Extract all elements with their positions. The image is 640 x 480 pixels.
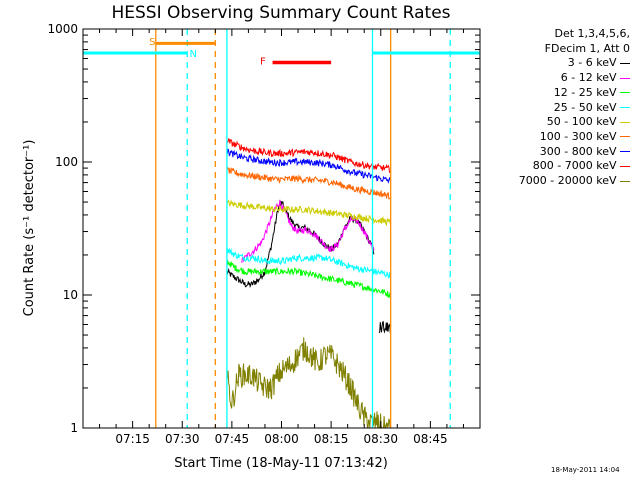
y-tick-label: 10: [63, 288, 78, 302]
interval-label-n: N: [190, 49, 197, 60]
y-tick-label: 1: [70, 421, 78, 435]
x-tick-label: 08:30: [363, 432, 398, 446]
legend-entry-label: 300 - 800 keV: [539, 144, 620, 158]
series-layer: [226, 137, 392, 428]
x-tick-label: 07:15: [115, 432, 150, 446]
legend-swatch: [620, 136, 630, 138]
legend-header-line-2: FDecim 1, Att 0: [544, 41, 630, 55]
legend-entry: 100 - 300 keV: [478, 130, 630, 145]
legend-entry-label: 800 - 7000 keV: [532, 159, 620, 173]
legend-entry-label: 50 - 100 keV: [546, 115, 620, 129]
legend-entry-label: 12 - 25 keV: [553, 85, 620, 99]
legend-swatch: [620, 151, 630, 153]
legend-entry-label: 7000 - 20000 keV: [518, 174, 620, 188]
marker-layer: S N F: [83, 29, 480, 428]
legend-entry: 7000 - 20000 keV: [478, 174, 630, 189]
legend-entry: 25 - 50 keV: [478, 101, 630, 116]
y-tick-label: 1000: [47, 22, 78, 36]
series-300-800kev-line: [226, 148, 392, 184]
series-12-25kev-line: [226, 259, 392, 299]
series-6-12kev-line: [241, 199, 375, 263]
legend-swatch: [620, 62, 630, 64]
interval-label-s: S: [149, 37, 155, 48]
legend-swatch: [620, 180, 630, 182]
legend-entry: 50 - 100 keV: [478, 115, 630, 130]
plot-frame: [82, 28, 481, 429]
legend-entry: 6 - 12 keV: [478, 71, 630, 86]
axes: [82, 28, 481, 429]
x-tick-label: 08:00: [264, 432, 299, 446]
x-axis-label: Start Time (18-May-11 07:13:42): [174, 456, 388, 471]
x-tick-label: 07:30: [165, 432, 200, 446]
x-tick-label: 08:15: [314, 432, 349, 446]
legend-swatch: [620, 165, 630, 167]
legend-entry: 800 - 7000 keV: [478, 159, 630, 174]
legend-entry-label: 6 - 12 keV: [560, 71, 620, 85]
legend-entry: 300 - 800 keV: [478, 145, 630, 160]
series-800-7000kev-line: [226, 137, 392, 174]
legend-entry: 12 - 25 keV: [478, 86, 630, 101]
legend: Det 1,3,4,5,6, FDecim 1, Att 0 3 - 6 keV…: [478, 27, 630, 189]
x-tick-label: 08:45: [413, 432, 448, 446]
date-stamp: 18-May-2011 14:04: [551, 466, 620, 474]
legend-swatch: [620, 107, 630, 109]
legend-swatch: [620, 77, 630, 79]
series-segment-line: [378, 320, 391, 334]
y-tick-label: 100: [55, 155, 78, 169]
ticks: 07:15 07:30 07:45 08:00 08:15 08:30 08:45 1 10 10…: [47, 22, 480, 446]
series-25-50kev-line: [226, 247, 392, 279]
legend-entry: 3 - 6 keV: [478, 56, 630, 71]
legend-entry-label: 3 - 6 keV: [567, 56, 620, 70]
x-tick-label: 07:45: [215, 432, 250, 446]
chart-title: HESSI Observing Summary Count Rates: [111, 3, 450, 23]
legend-swatch: [620, 121, 630, 123]
legend-header-line-1: Det 1,3,4,5,6,: [554, 27, 630, 40]
series-50-100kev-line: [226, 199, 392, 227]
y-axis-label: Count Rate (s⁻¹ detector⁻¹): [22, 140, 37, 317]
series-3-6kev-line: [226, 200, 375, 289]
interval-label-f: F: [260, 56, 266, 67]
legend-entry-label: 25 - 50 keV: [553, 100, 620, 114]
series-100-300kev-line: [226, 166, 391, 200]
legend-entry-label: 100 - 300 keV: [539, 129, 620, 143]
series-7000-20000kev-line: [226, 337, 391, 428]
legend-swatch: [620, 92, 630, 94]
